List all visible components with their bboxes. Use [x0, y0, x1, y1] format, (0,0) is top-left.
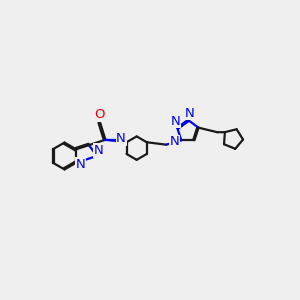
Text: N: N	[170, 135, 180, 148]
Text: N: N	[76, 158, 86, 171]
Text: N: N	[184, 107, 194, 120]
Text: O: O	[94, 108, 105, 121]
Text: N: N	[94, 144, 103, 157]
Text: N: N	[116, 132, 126, 145]
Text: N: N	[171, 115, 181, 128]
